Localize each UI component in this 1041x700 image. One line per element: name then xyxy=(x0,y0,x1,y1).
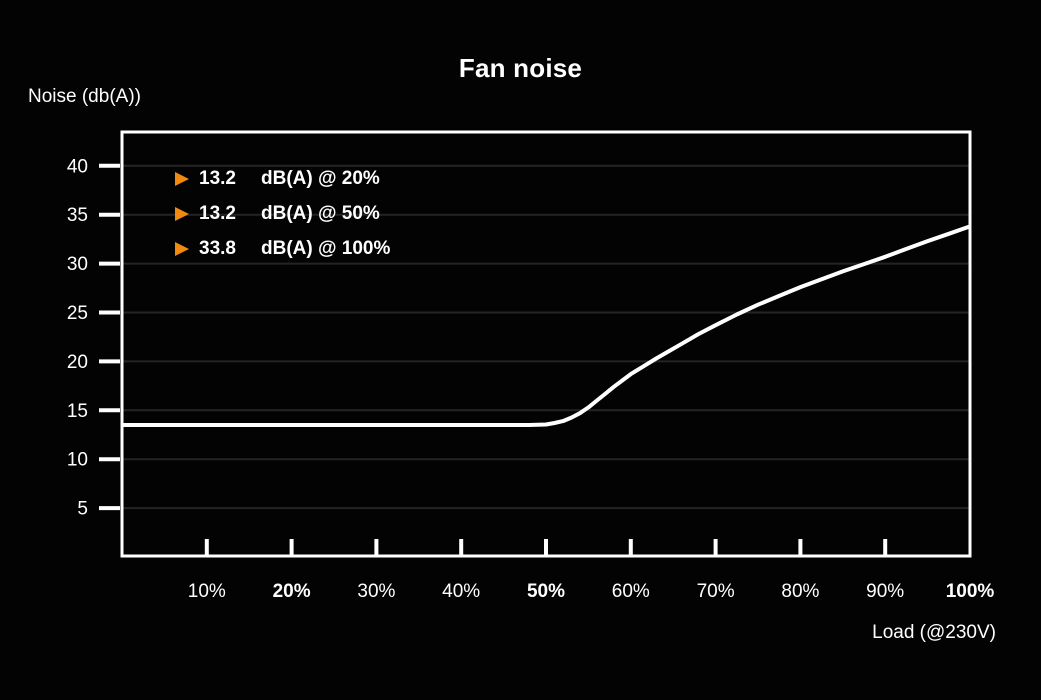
legend-label: dB(A) @ 100% xyxy=(261,237,391,259)
x-tick-label: 100% xyxy=(946,581,995,602)
x-tick-label: 10% xyxy=(188,581,226,602)
plot-border xyxy=(120,130,972,558)
legend-item: 33.8 dB(A) @ 100% xyxy=(175,231,390,266)
legend-label: dB(A) @ 50% xyxy=(261,202,380,224)
right-triangle-marker-icon xyxy=(175,206,189,221)
noise-curve xyxy=(122,224,971,427)
x-tick-label: 90% xyxy=(866,581,904,602)
y-tick-label: 20 xyxy=(67,352,88,373)
y-tick-label: 40 xyxy=(67,156,88,177)
y-tick-label: 35 xyxy=(67,205,88,226)
right-triangle-marker-icon xyxy=(175,241,189,256)
right-triangle-marker-icon xyxy=(175,171,189,186)
chart-title: Fan noise xyxy=(458,53,583,83)
x-tick-label: 30% xyxy=(357,581,395,602)
legend: 13.2 dB(A) @ 20% 13.2 dB(A) @ 50% 33.8 dB(A) … xyxy=(175,161,390,266)
y-tick-label: 10 xyxy=(67,450,88,471)
x-tick-label: 60% xyxy=(612,581,650,602)
x-tick-label: 50% xyxy=(527,581,565,602)
legend-label: dB(A) @ 20% xyxy=(261,167,380,189)
x-tick-label: 80% xyxy=(781,581,819,602)
legend-item: 13.2 dB(A) @ 20% xyxy=(175,161,390,196)
y-tick-label: 30 xyxy=(67,254,88,275)
legend-item: 13.2 dB(A) @ 50% xyxy=(175,196,390,231)
legend-value: 13.2 xyxy=(199,167,236,189)
x-tick-label: 20% xyxy=(273,581,311,602)
legend-value: 33.8 xyxy=(199,237,236,259)
x-tick-label: 70% xyxy=(697,581,735,602)
legend-value: 13.2 xyxy=(199,202,236,224)
y-tick-label: 15 xyxy=(67,401,88,422)
y-tick-label: 25 xyxy=(67,303,88,324)
x-tick-label: 40% xyxy=(442,581,480,602)
y-tick-label: 5 xyxy=(77,499,88,520)
y-axis-title: Noise (db(A)) xyxy=(28,86,141,107)
x-axis-title: Load (@230V) xyxy=(872,622,996,643)
